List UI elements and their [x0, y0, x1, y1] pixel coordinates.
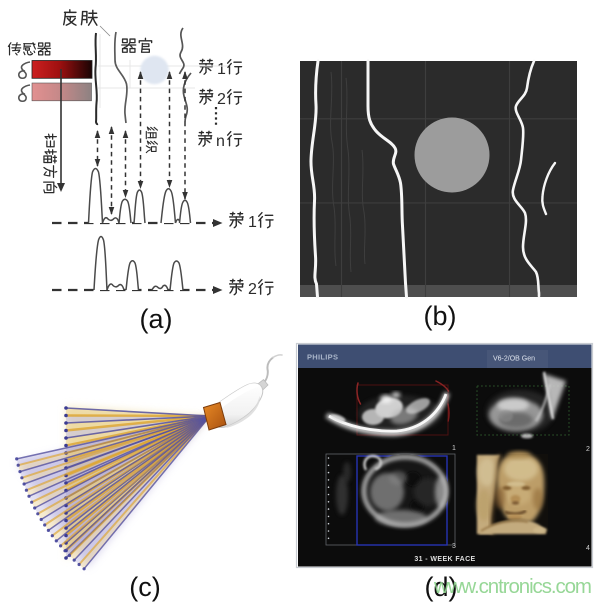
svg-text:3: 3	[452, 543, 456, 550]
svg-text:1: 1	[452, 445, 456, 452]
svg-text:www.cntronics.com: www.cntronics.com	[433, 575, 592, 598]
svg-text:1: 1	[248, 214, 257, 231]
svg-text:(a): (a)	[140, 304, 173, 334]
svg-text:2: 2	[248, 281, 257, 298]
svg-text:n: n	[216, 133, 225, 150]
svg-text:(d): (d)	[425, 572, 458, 602]
svg-text:PHILIPS: PHILIPS	[307, 353, 338, 362]
svg-text:2: 2	[586, 446, 590, 453]
svg-text:1: 1	[217, 61, 226, 78]
svg-text:31 - WEEK FACE: 31 - WEEK FACE	[414, 556, 475, 563]
svg-text:2: 2	[217, 91, 226, 108]
svg-text:(b): (b)	[424, 301, 457, 331]
svg-text:V6-2/OB Gen: V6-2/OB Gen	[493, 356, 535, 363]
svg-text:4: 4	[586, 545, 590, 552]
svg-text:(c): (c)	[129, 572, 160, 602]
